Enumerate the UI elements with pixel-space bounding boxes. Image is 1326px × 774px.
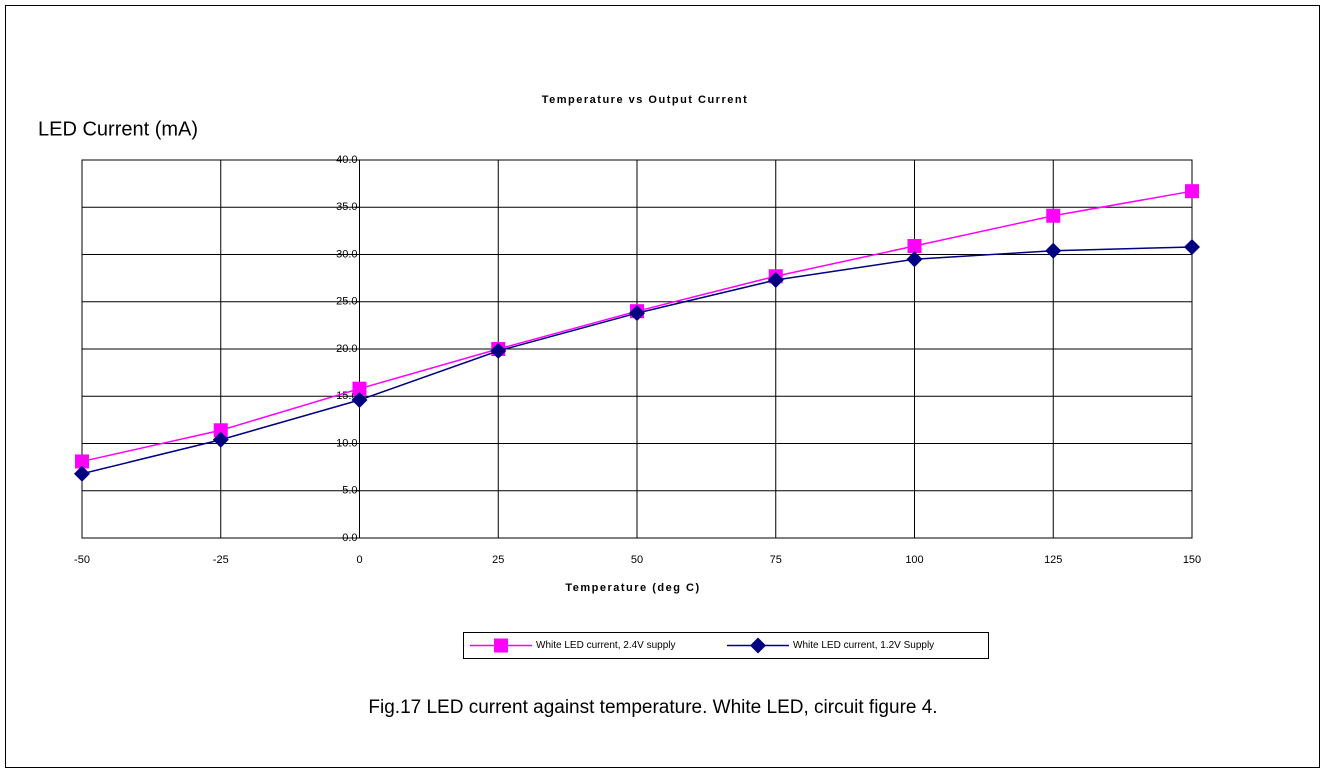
marker [74, 465, 90, 482]
y-tick-label: 30.0 [336, 248, 357, 260]
marker [75, 454, 89, 469]
y-tick-label: 10.0 [336, 437, 357, 449]
marker [767, 272, 784, 289]
x-tick-label: 150 [1183, 554, 1201, 566]
legend-box [463, 632, 989, 659]
marker [1045, 242, 1062, 259]
y-tick-label: 0.0 [342, 532, 357, 544]
marker [750, 637, 766, 654]
y-axis-label: LED Current (mA) [38, 118, 198, 140]
y-tick-label: 25.0 [336, 296, 357, 308]
marker [490, 342, 507, 359]
x-tick-label: -50 [74, 554, 90, 566]
x-tick-label: 0 [356, 554, 362, 566]
x-tick-label: 125 [1044, 554, 1062, 566]
marker [1184, 238, 1200, 255]
caption: Fig.17 LED current against temperature. … [368, 697, 937, 718]
frame [5, 5, 1320, 768]
x-tick-label: 100 [905, 554, 923, 566]
chart-title: Temperature vs Output Current [542, 94, 749, 106]
marker [352, 381, 367, 396]
marker [1046, 208, 1061, 223]
y-tick-label: 35.0 [336, 201, 357, 213]
marker [351, 392, 368, 409]
x-tick-label: 75 [770, 554, 782, 566]
x-tick-label: 25 [492, 554, 504, 566]
marker [212, 431, 229, 448]
x-tick-label: -25 [213, 554, 229, 566]
marker [906, 251, 923, 268]
y-tick-label: 40.0 [336, 154, 357, 166]
y-tick-label: 20.0 [336, 343, 357, 355]
y-tick-label: 15.0 [336, 390, 357, 402]
marker [907, 238, 922, 253]
marker [1185, 184, 1199, 199]
x-tick-label: 50 [631, 554, 643, 566]
legend-label: White LED current, 2.4V supply [536, 640, 676, 651]
marker [213, 423, 228, 438]
legend-label: White LED current, 1.2V Supply [793, 640, 934, 651]
marker [494, 638, 508, 653]
marker [629, 305, 645, 322]
x-axis-label: Temperature (deg C) [565, 582, 700, 594]
y-tick-label: 5.0 [342, 485, 357, 497]
